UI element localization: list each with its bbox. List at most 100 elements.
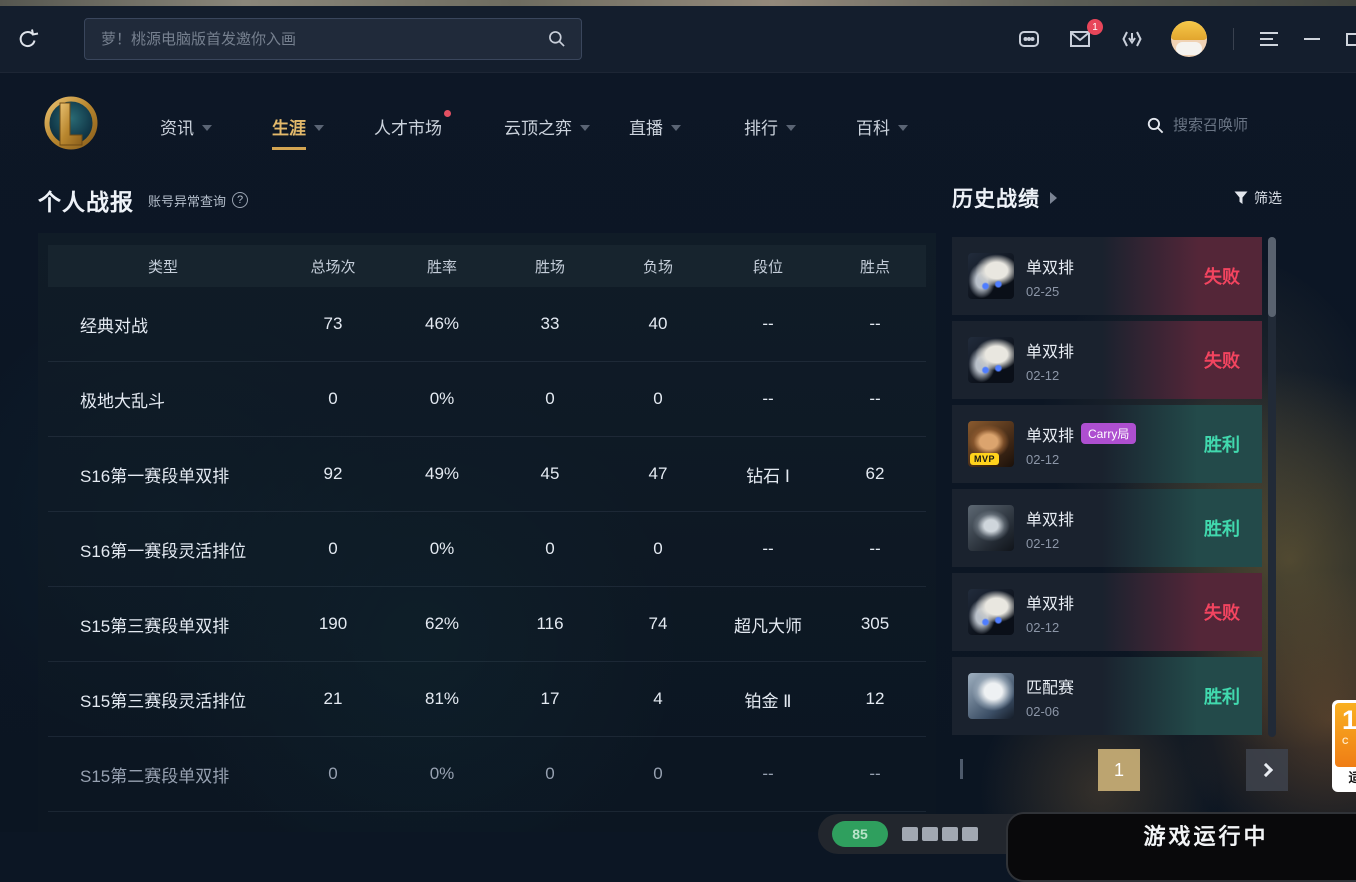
col-header-points: 胜点 [859, 258, 890, 276]
maximize-icon[interactable] [1346, 32, 1356, 46]
col-header-winrate: 胜率 [426, 258, 457, 276]
match-result: 失败 [1204, 603, 1240, 623]
champion-icon: MVP [968, 421, 1014, 467]
col-header-tier: 段位 [752, 258, 783, 276]
age-rating-label: 适 [1348, 770, 1356, 785]
nav-item-live[interactable]: 直播 [629, 114, 681, 139]
table-row: S15第三赛段灵活排位 21 81% 17 4 铂金 Ⅱ 12 [48, 662, 926, 737]
titlebar-search [84, 18, 582, 60]
table-row: 经典对战 73 46% 33 40 -- -- [48, 287, 926, 362]
match-mode: 单双排 [1026, 343, 1075, 361]
account-anomaly-link[interactable]: 账号异常查询 [148, 193, 227, 209]
main-nav: 资讯 生涯 人才市场 云顶之弈 直播 排行 百科 [0, 73, 1356, 165]
search-icon[interactable] [1146, 116, 1165, 135]
champion-icon [968, 589, 1014, 635]
match-result: 胜利 [1204, 687, 1240, 707]
champion-icon [968, 253, 1014, 299]
match-result: 失败 [1204, 267, 1240, 287]
match-date: 02-12 [1026, 451, 1060, 467]
nav-item-news[interactable]: 资讯 [160, 114, 212, 139]
match-mode: 单双排 [1026, 427, 1075, 445]
champion-icon [968, 673, 1014, 719]
match-date: 02-12 [1026, 367, 1060, 383]
summoner-search-input[interactable] [1173, 117, 1283, 134]
table-row: S15第二赛段单双排 0 0% 0 0 -- -- [48, 737, 926, 812]
pagination: 1 [952, 749, 1288, 791]
match-date: 02-25 [1026, 283, 1060, 299]
minimize-icon[interactable] [1304, 38, 1320, 40]
search-icon[interactable] [547, 29, 567, 49]
match-result: 胜利 [1204, 435, 1240, 455]
chevron-down-icon [671, 124, 681, 131]
mail-badge: 1 [1087, 19, 1103, 35]
chevron-down-icon [898, 124, 908, 131]
champion-icon [968, 505, 1014, 551]
titlebar: 1 [0, 6, 1356, 73]
refresh-icon[interactable] [16, 27, 40, 51]
score-pill-label [902, 827, 978, 841]
champion-icon [968, 337, 1014, 383]
col-header-wins: 胜场 [534, 258, 565, 276]
match-list: 单双排 02-25 失败 单双排 02-12 失败 MVP 单双排 Carry局 [952, 237, 1262, 741]
match-date: 02-12 [1026, 535, 1060, 551]
match-mode: 单双排 [1026, 511, 1075, 529]
col-header-losses: 负场 [642, 258, 673, 276]
match-date: 02-06 [1026, 703, 1060, 719]
mvp-badge: MVP [970, 453, 1000, 465]
history-title: 历史战绩 [952, 188, 1040, 211]
match-result: 胜利 [1204, 519, 1240, 539]
age-rating-card: 1 C 适 [1332, 700, 1356, 792]
titlebar-separator [1233, 28, 1234, 50]
carry-badge: Carry局 [1081, 423, 1137, 444]
chevron-down-icon [580, 124, 590, 131]
chat-icon[interactable] [1017, 27, 1041, 51]
match-mode: 匹配赛 [1026, 679, 1075, 697]
list-item[interactable]: 匹配赛 02-06 胜利 [952, 657, 1262, 735]
chevron-down-icon [202, 124, 212, 131]
update-icon[interactable] [1119, 27, 1145, 51]
age-rating-number: 1 C [1335, 703, 1356, 767]
menu-icon[interactable] [1260, 32, 1278, 46]
funnel-icon [1234, 191, 1248, 204]
match-mode: 单双排 [1026, 595, 1075, 613]
chevron-down-icon [786, 124, 796, 131]
list-item[interactable]: 单双排 02-25 失败 [952, 237, 1262, 315]
table-row: S16第一赛段灵活排位 0 0% 0 0 -- -- [48, 512, 926, 587]
summoner-search [1146, 116, 1283, 135]
history-panel: 历史战绩 筛选 单双排 02-25 失败 单双排 02-12 失败 [952, 183, 1288, 832]
list-item[interactable]: MVP 单双排 Carry局 02-12 胜利 [952, 405, 1262, 483]
col-header-total: 总场次 [310, 258, 356, 276]
next-page-button[interactable] [1246, 749, 1288, 791]
list-item[interactable]: 单双排 02-12 失败 [952, 321, 1262, 399]
match-mode: 单双排 [1026, 259, 1075, 277]
match-date: 02-12 [1026, 619, 1060, 635]
help-icon[interactable]: ? [232, 192, 249, 208]
game-running-bar[interactable]: 游戏运行中 [1006, 812, 1356, 882]
list-item[interactable]: 单双排 02-12 失败 [952, 573, 1262, 651]
nav-item-career[interactable]: 生涯 [272, 114, 324, 150]
nav-item-talent-market[interactable]: 人才市场 [374, 110, 451, 139]
page-title: 个人战报 [38, 189, 134, 215]
filter-button[interactable]: 筛选 [1234, 188, 1282, 208]
stats-table: 类型 总场次 胜率 胜场 负场 段位 胜点 经典对战 73 46% 33 40 … [38, 233, 936, 832]
match-result: 失败 [1204, 351, 1240, 371]
nav-item-tft[interactable]: 云顶之弈 [504, 114, 590, 139]
table-header: 类型 总场次 胜率 胜场 负场 段位 胜点 [48, 245, 926, 287]
chevron-right-icon[interactable] [1050, 192, 1057, 204]
titlebar-search-input[interactable] [85, 30, 547, 48]
nav-item-ranking[interactable]: 排行 [744, 114, 796, 139]
mail-icon[interactable]: 1 [1067, 19, 1103, 51]
chevron-down-icon [314, 124, 324, 131]
score-badge: 85 [832, 821, 888, 847]
game-running-text: 游戏运行中 [1143, 824, 1269, 849]
current-page[interactable]: 1 [1098, 749, 1140, 791]
nav-item-wiki[interactable]: 百科 [856, 114, 908, 139]
scrollbar[interactable] [1268, 237, 1276, 737]
table-row: 极地大乱斗 0 0% 0 0 -- -- [48, 362, 926, 437]
col-header-type: 类型 [147, 258, 178, 276]
window-top-strip [0, 0, 1356, 6]
avatar[interactable] [1171, 21, 1207, 57]
list-item[interactable]: 单双排 02-12 胜利 [952, 489, 1262, 567]
table-row: S16第一赛段单双排 92 49% 45 47 钻石 Ⅰ 62 [48, 437, 926, 512]
lol-logo[interactable] [42, 95, 98, 151]
